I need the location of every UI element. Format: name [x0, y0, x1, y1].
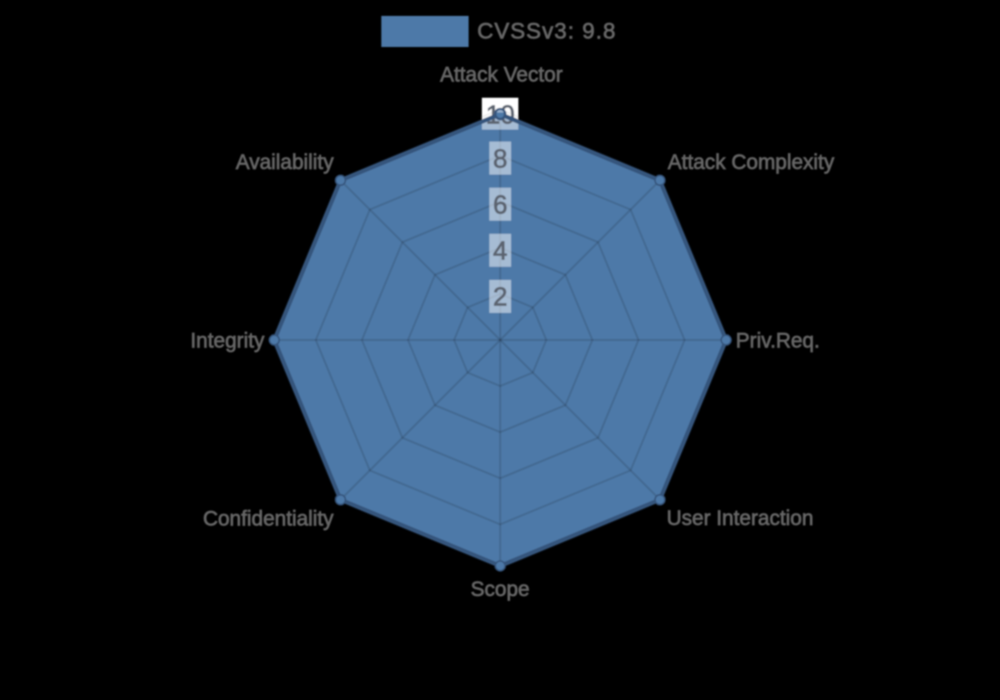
svg-text:Attack Vector: Attack Vector	[440, 64, 563, 87]
svg-text:6: 6	[493, 190, 507, 220]
svg-text:2: 2	[493, 282, 507, 312]
svg-text:Confidentiality: Confidentiality	[203, 507, 334, 530]
svg-text:Integrity: Integrity	[190, 329, 265, 352]
svg-text:Attack Complexity: Attack Complexity	[668, 151, 835, 174]
svg-text:8: 8	[493, 143, 507, 173]
svg-text:CVSSv3: 9.8: CVSSv3: 9.8	[477, 18, 616, 43]
svg-text:Availability: Availability	[236, 151, 334, 174]
svg-text:Priv.Req.: Priv.Req.	[736, 329, 820, 352]
svg-text:4: 4	[493, 236, 507, 266]
svg-text:Scope: Scope	[471, 578, 530, 601]
svg-text:User Interaction: User Interaction	[667, 507, 814, 530]
